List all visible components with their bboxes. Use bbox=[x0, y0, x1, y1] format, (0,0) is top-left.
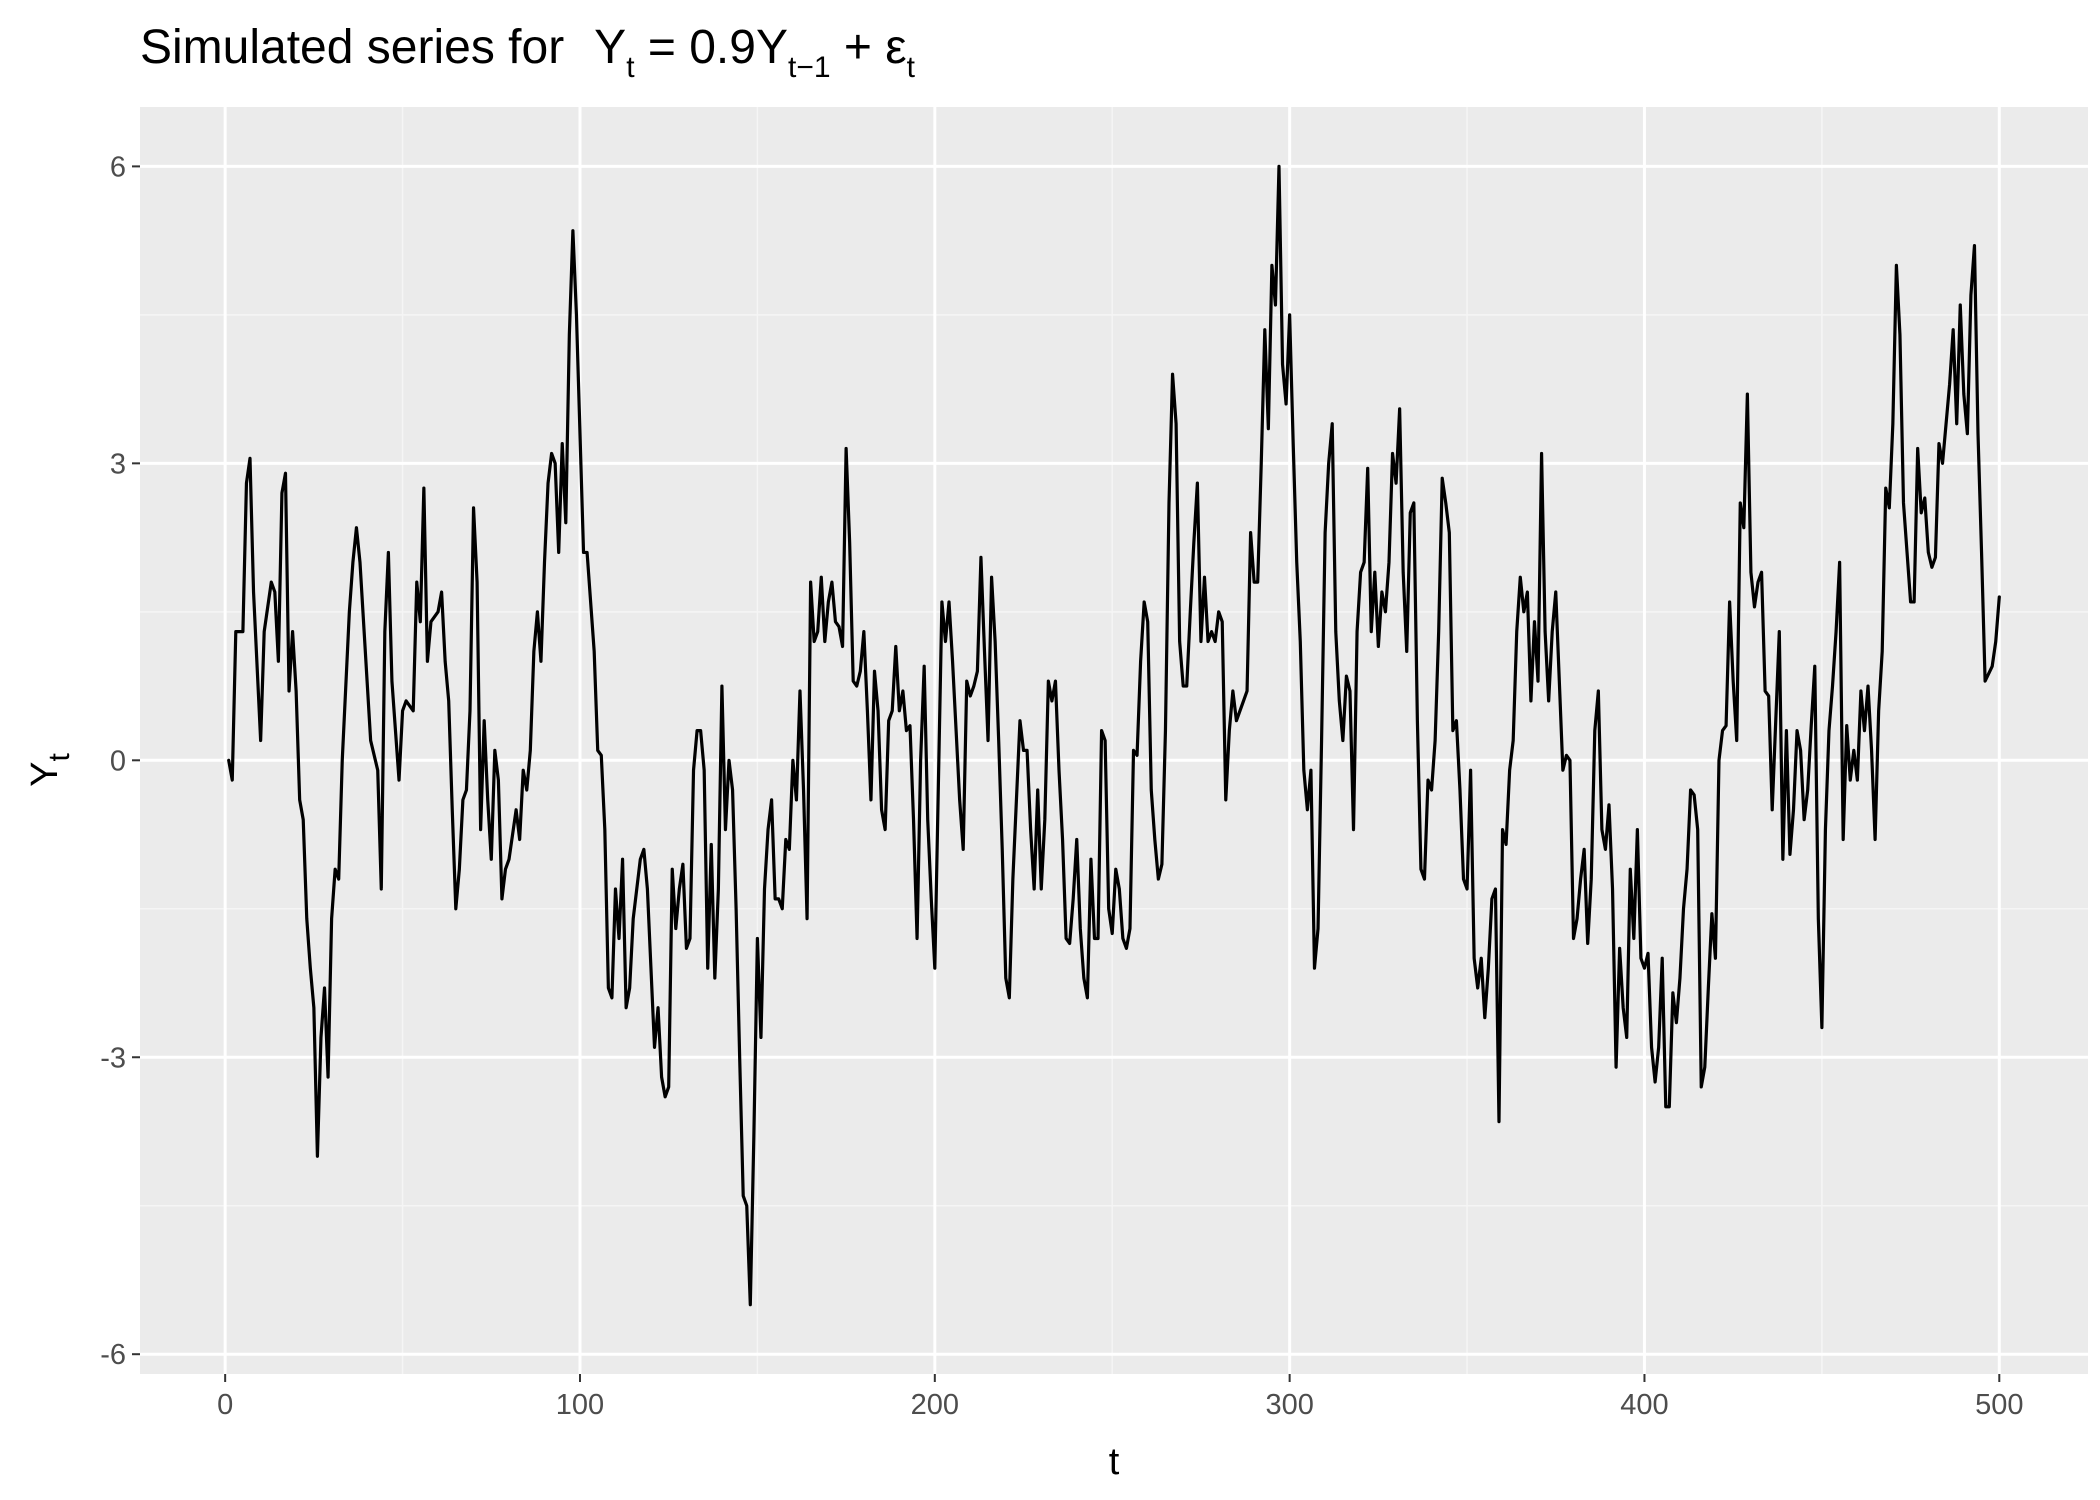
x-axis: 0 100 200 300 400 500 bbox=[217, 1374, 2023, 1421]
chart-title-eq-mid: = 0.9Y bbox=[635, 21, 788, 74]
y-tick-label: 0 bbox=[110, 745, 126, 777]
series-line bbox=[227, 164, 2001, 1307]
chart-title-eq-lhs: Y bbox=[594, 21, 626, 74]
y-tick-label: -6 bbox=[100, 1339, 126, 1371]
chart-title-prefix: Simulated series for bbox=[140, 21, 564, 74]
x-tick-label: 400 bbox=[1620, 1389, 1668, 1421]
y-tick-label: 3 bbox=[110, 448, 126, 480]
x-tick-label: 500 bbox=[1975, 1389, 2023, 1421]
y-axis-title-sub: t bbox=[43, 752, 76, 761]
x-tick-label: 100 bbox=[556, 1389, 604, 1421]
svg-text:Yt: Yt bbox=[24, 752, 76, 786]
x-axis-title: t bbox=[1109, 1441, 1120, 1483]
y-axis: -6 -3 0 3 6 bbox=[100, 151, 140, 1371]
y-tick-label: -3 bbox=[100, 1042, 126, 1074]
chart-title: Simulated series for Yt = 0.9Yt−1 + εt bbox=[140, 21, 916, 84]
y-tick-label: 6 bbox=[110, 151, 126, 183]
x-tick-label: 200 bbox=[911, 1389, 959, 1421]
chart-title-eq-eps-sub: t bbox=[907, 51, 916, 84]
x-tick-label: 0 bbox=[217, 1389, 233, 1421]
series-layer bbox=[227, 164, 2001, 1307]
y-axis-title: Yt bbox=[24, 752, 76, 786]
chart-title-eq-plus: + ε bbox=[831, 21, 907, 74]
major-gridlines bbox=[140, 107, 2088, 1374]
y-axis-title-main: Y bbox=[24, 761, 66, 786]
chart-title-eq-lhs-sub: t bbox=[626, 51, 635, 84]
plot-panel bbox=[140, 107, 2088, 1374]
chart-title-eq-mid-sub: t−1 bbox=[788, 51, 831, 84]
x-tick-label: 300 bbox=[1265, 1389, 1313, 1421]
